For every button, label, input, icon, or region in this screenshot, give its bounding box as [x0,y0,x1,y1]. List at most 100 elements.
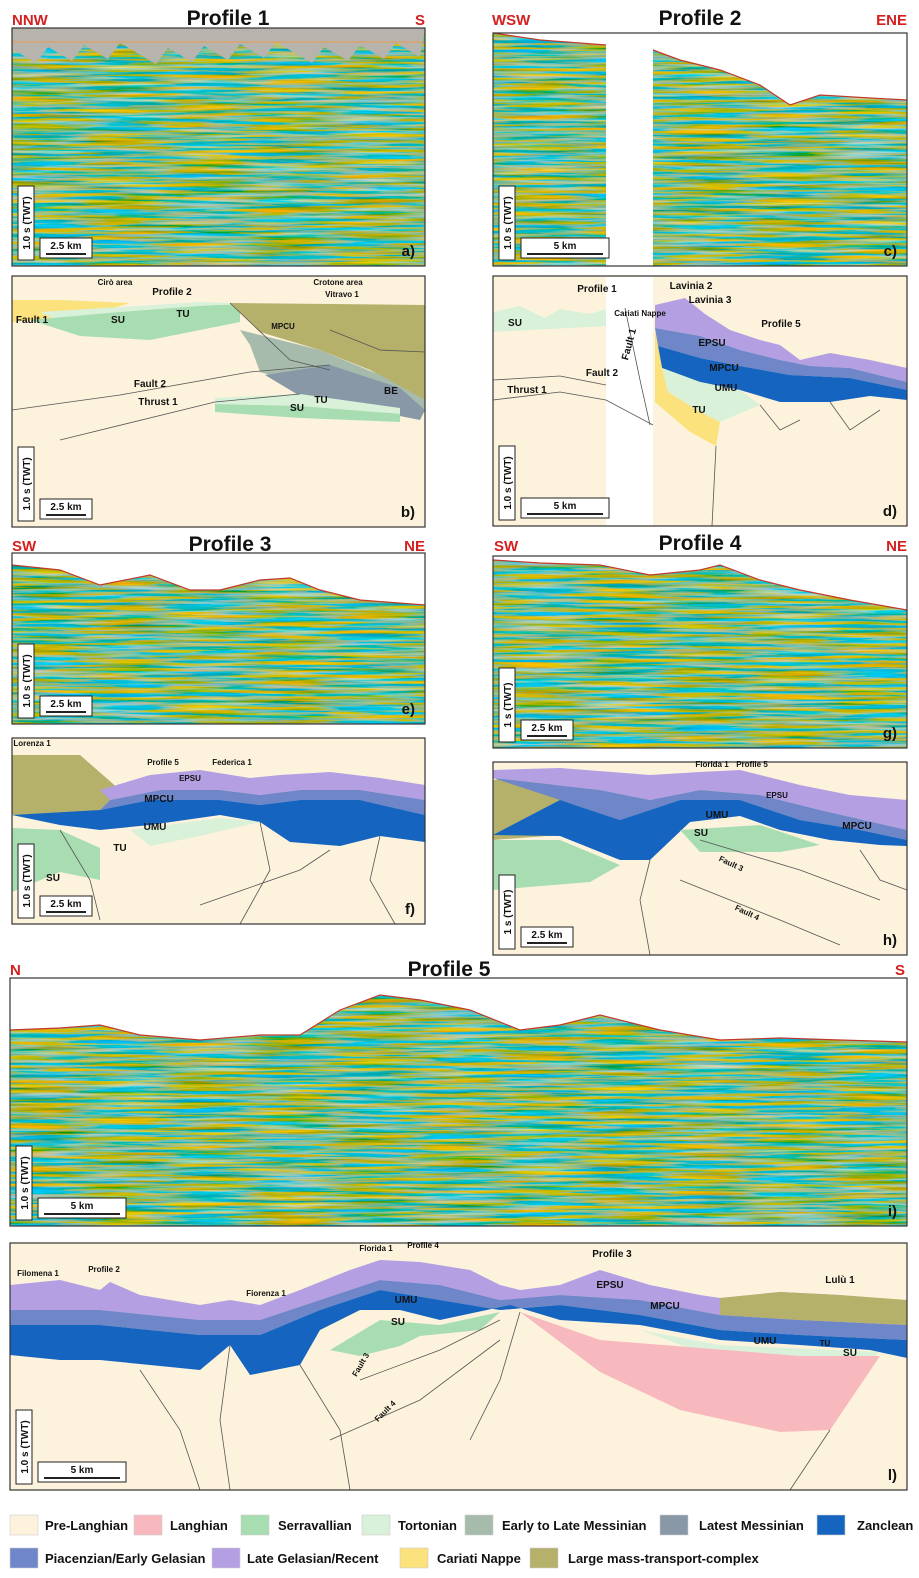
legend-label: Large mass-transport-complex [568,1551,759,1566]
legend-label: Langhian [170,1518,228,1533]
interpretation-label: TU [176,309,189,320]
interpretation-label: Profile 1 [577,284,617,295]
interpretation-label: TU [113,843,126,854]
direction-left: SW [494,538,519,555]
distance-scale: 2.5 km [531,723,562,734]
gap [606,33,653,266]
legend-label: Early to Late Messinian [502,1518,647,1533]
distance-scale: 5 km [554,501,577,512]
legend-swatch [10,1515,38,1535]
time-scale: 1.0 s (TWT) [20,1156,31,1209]
interpretation-label: Lavinia 3 [689,295,732,306]
direction-left: N [10,962,21,979]
profile-title: Profile 2 [659,7,742,30]
time-scale: 1.0 s (TWT) [503,196,514,249]
profile-title: Profile 1 [187,7,270,30]
legend-swatch [400,1548,428,1568]
interpretation-panel [493,276,907,526]
direction-right: NE [886,538,907,555]
legend-label: Serravallian [278,1518,352,1533]
interpretation-label: SU [290,403,304,414]
interpretation-label: Profile 3 [592,1249,632,1260]
interpretation-label: Fault 2 [586,368,619,379]
interpretation-label: Fault 2 [134,379,167,390]
legend-swatch [362,1515,390,1535]
distance-scale: 2.5 km [50,699,81,710]
direction-left: WSW [492,12,531,29]
interpretation-panel [10,1243,907,1490]
interpretation-label: SU [111,315,125,326]
interpretation-label: Fiorenza 1 [246,1289,286,1298]
interpretation-label: MPCU [709,363,738,374]
interpretation-label: SU [694,828,708,839]
interpretation-label: Federica 1 [212,758,252,767]
seismic-panel [493,556,907,748]
legend-swatch [465,1515,493,1535]
seismic-image [12,28,425,266]
panel-letter: g) [883,725,897,742]
time-scale: 1.0 s (TWT) [22,654,33,707]
distance-scale: 5 km [71,1201,94,1212]
interpretation-label: SU [508,318,522,329]
interpretation-label: MPCU [842,821,871,832]
legend-swatch [530,1548,558,1568]
legend-swatch [134,1515,162,1535]
interpretation-label: BE [384,386,398,397]
interpretation-label: Thrust 1 [507,385,547,396]
interpretation-label: Lulù 1 [825,1275,855,1286]
time-scale: 1.0 s (TWT) [22,196,33,249]
interpretation-label: MPCU [144,794,173,805]
interpretation-label: Lorenza 1 [13,739,51,748]
interpretation-label: SU [46,873,60,884]
panel-letter: h) [883,932,897,949]
interpretation-label: SU [391,1317,405,1328]
seismic-panel [493,33,907,266]
interpretation-label: EPSU [766,791,788,800]
interpretation-label: UMU [706,810,729,821]
panel-letter: b) [401,504,415,521]
panel-letter: l) [888,1467,897,1484]
interpretation-label: Profile 5 [736,760,768,769]
legend-swatch [10,1548,38,1568]
distance-scale: 2.5 km [50,241,81,252]
interpretation-label: Profile 5 [761,319,801,330]
legend-label: Latest Messinian [699,1518,804,1533]
legend-label: Pre-Langhian [45,1518,128,1533]
panel-letter: a) [402,243,415,260]
interpretation-label: Profile 4 [407,1241,439,1250]
interpretation-label: Cirò area [98,278,133,287]
interpretation-label: UMU [754,1336,777,1347]
distance-scale: 2.5 km [50,502,81,513]
interpretation-label: SU [843,1348,857,1359]
interpretation-panel [493,762,907,955]
panel-letter: c) [884,243,897,260]
interpretation-label: Cariati Nappe [614,309,666,318]
distance-scale: 2.5 km [50,899,81,910]
panel-letter: d) [883,503,897,520]
interpretation-label: EPSU [596,1280,623,1291]
direction-right: S [415,12,425,29]
panel-letter: i) [888,1203,897,1220]
distance-scale: 5 km [554,241,577,252]
interpretation-label: Vitravo 1 [325,290,359,299]
legend-label: Cariati Nappe [437,1551,521,1566]
direction-right: S [895,962,905,979]
panel-letter: f) [405,901,415,918]
interpretation-label: Profile 5 [147,758,179,767]
interpretation-label: Florida 1 [359,1244,393,1253]
profile-title: Profile 4 [659,532,742,555]
interpretation-label: Florida 1 [695,760,729,769]
figure: Profile 1NNWS1.0 s (TWT)2.5 kma)1.0 s (T… [0,0,919,1578]
legend-label: Zanclean [857,1518,913,1533]
interpretation-label: Fault 1 [16,315,49,326]
legend-swatch [241,1515,269,1535]
legend-swatch [212,1548,240,1568]
interpretation-label: UMU [395,1295,418,1306]
time-scale: 1.0 s (TWT) [503,456,514,509]
interpretation-label: UMU [144,822,167,833]
interpretation-label: Lavinia 2 [670,281,713,292]
time-scale: 1.0 s (TWT) [22,457,33,510]
interpretation-label: UMU [715,383,738,394]
distance-scale: 2.5 km [531,930,562,941]
legend-swatch [817,1515,845,1535]
